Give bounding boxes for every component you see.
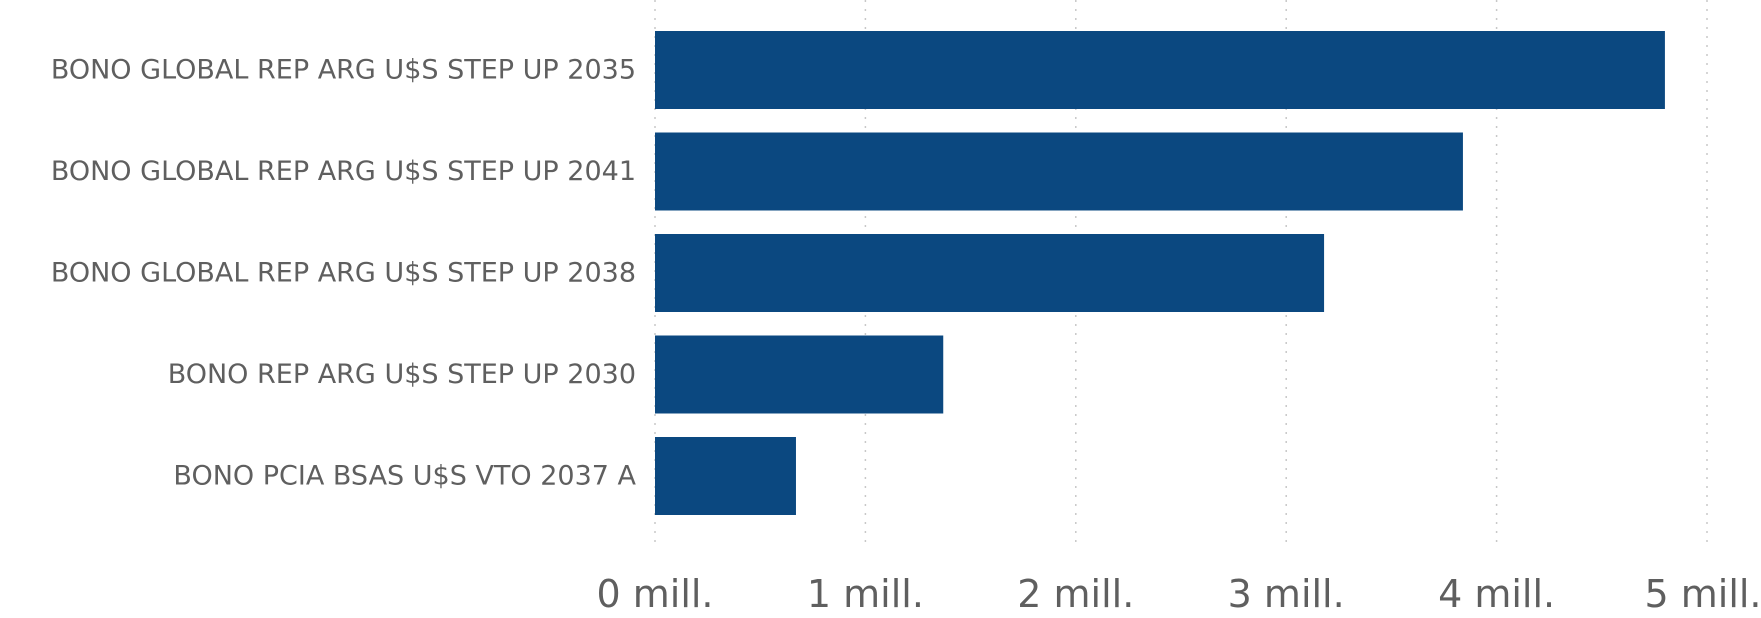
x-tick-label-4: 4 mill. bbox=[1438, 572, 1555, 616]
x-tick-label-1: 1 mill. bbox=[807, 572, 924, 616]
bar-2 bbox=[655, 234, 1325, 312]
x-tick-label-5: 5 mill. bbox=[1644, 572, 1761, 616]
category-label-0: BONO GLOBAL REP ARG U$S STEP UP 2035 bbox=[51, 55, 636, 86]
category-labels: BONO GLOBAL REP ARG U$S STEP UP 2035 BONO… bbox=[51, 55, 637, 492]
bar-3 bbox=[655, 335, 944, 414]
category-label-3: BONO REP ARG U$S STEP UP 2030 bbox=[168, 359, 636, 390]
x-axis-tick-labels: 0 mill. 1 mill. 2 mill. 3 mill. 4 mill. 5 mil… bbox=[596, 572, 1761, 616]
category-label-1: BONO GLOBAL REP ARG U$S STEP UP 2041 bbox=[51, 156, 636, 187]
bar-0 bbox=[655, 31, 1665, 109]
bars bbox=[655, 31, 1665, 515]
x-tick-label-3: 3 mill. bbox=[1228, 572, 1345, 616]
category-label-4: BONO PCIA BSAS U$S VTO 2037 A bbox=[173, 461, 636, 492]
category-label-2: BONO GLOBAL REP ARG U$S STEP UP 2038 bbox=[51, 258, 636, 289]
bar-1 bbox=[655, 132, 1463, 211]
x-tick-label-2: 2 mill. bbox=[1017, 572, 1134, 616]
x-tick-label-0: 0 mill. bbox=[596, 572, 713, 616]
bar-4 bbox=[655, 437, 796, 515]
